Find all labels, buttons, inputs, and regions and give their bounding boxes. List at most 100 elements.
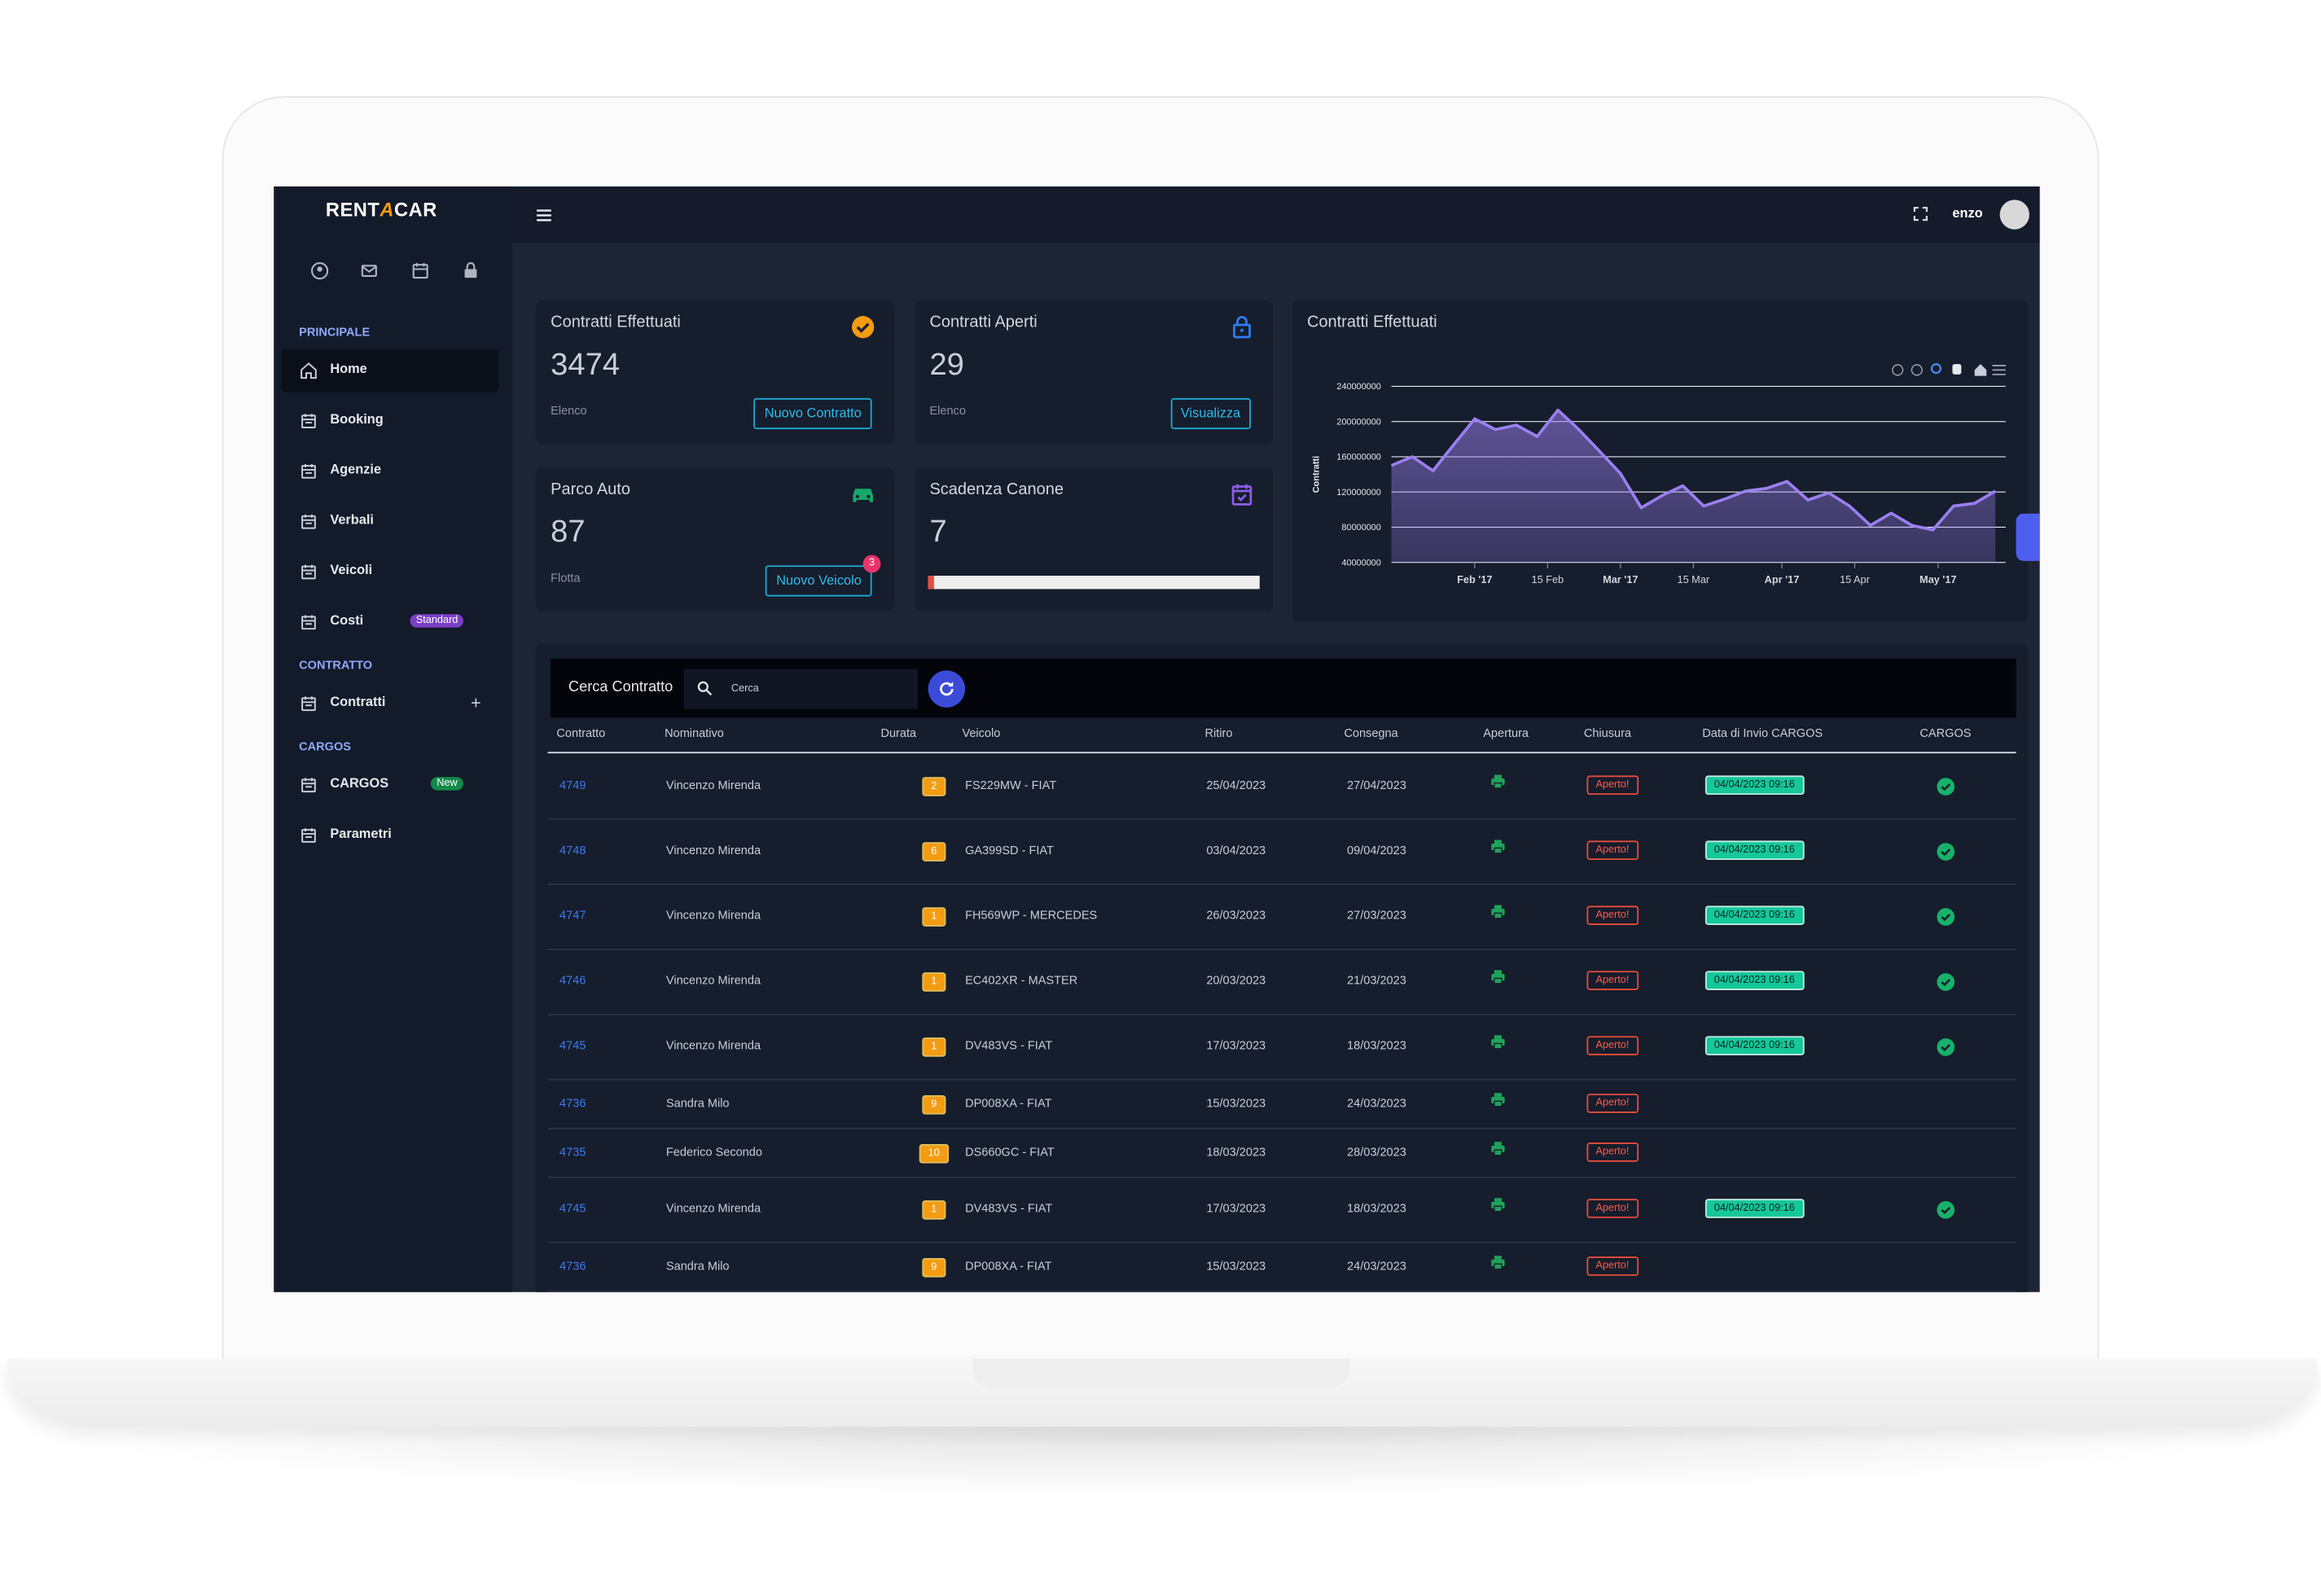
menu-item[interactable]: Costi (330, 612, 364, 628)
x-tick-label: Feb '17 (1457, 573, 1492, 585)
row-divider (547, 818, 2016, 820)
card-icon (1231, 484, 1253, 506)
print-icon[interactable] (1490, 968, 1507, 986)
reset-button[interactable] (1974, 364, 1987, 376)
menu-item[interactable]: Verbali (330, 511, 375, 528)
refresh-button[interactable] (928, 670, 966, 708)
customer-name: Sandra Milo (665, 1095, 730, 1110)
duration-badge: 1 (922, 972, 946, 992)
menu-button[interactable] (1992, 365, 2006, 375)
contract-link[interactable]: 4745 (559, 1201, 586, 1216)
menu-toggle[interactable] (534, 206, 554, 226)
card-button[interactable]: Nuovo Contratto (753, 397, 872, 430)
contract-link[interactable]: 4736 (559, 1258, 586, 1273)
y-tick-label: 160000000 (1336, 453, 1381, 463)
contract-link[interactable]: 4745 (559, 1038, 586, 1053)
zoom-select-button[interactable] (1930, 363, 1941, 375)
stat-card: Scadenza Canone 7 (915, 467, 1274, 612)
pickup-date: 17/03/2023 (1206, 1201, 1266, 1216)
avatar[interactable] (1999, 200, 2029, 230)
card-value: 87 (551, 515, 586, 550)
chart: 40000000 80000000 120000000 160000000 200000… (1311, 363, 2006, 585)
card-icon (1233, 316, 1251, 339)
vehicle: DP008XA - FIAT (965, 1095, 1052, 1110)
table-title: Cerca Contratto (568, 679, 673, 696)
print-icon[interactable] (1490, 1090, 1507, 1108)
cargos-date-badge: 04/04/2023 09:16 (1705, 1199, 1804, 1218)
sidebar: RENT A CAR PRINCIPALE Home Booking Agenzie Verb… (274, 186, 512, 1292)
print-icon[interactable] (1490, 838, 1507, 856)
print-icon[interactable] (1490, 1196, 1507, 1214)
card-button[interactable]: Visualizza (1170, 397, 1251, 430)
card-value: 7 (929, 515, 947, 550)
card-button[interactable]: Nuovo Veicolo (766, 565, 872, 597)
contract-link[interactable]: 4747 (559, 909, 586, 923)
section-title: CARGOS (299, 739, 351, 754)
menu-expand[interactable]: + (470, 692, 481, 714)
row-divider (547, 1176, 2016, 1178)
customer-name: Vincenzo Mirenda (665, 973, 761, 988)
search-placeholder: Cerca (731, 683, 759, 695)
pickup-date: 03/04/2023 (1206, 844, 1266, 857)
chart-card: Contratti Effettuati 40000000 80000000 1200… (1292, 300, 2029, 622)
pan-button[interactable] (1952, 364, 1962, 375)
print-icon[interactable] (1490, 773, 1507, 791)
cargos-date-badge: 04/04/2023 09:16 (1705, 905, 1804, 925)
return-date: 24/03/2023 (1347, 1258, 1406, 1273)
contract-link[interactable]: 4749 (559, 778, 586, 792)
menu-icon (301, 464, 316, 479)
card-value: 29 (929, 348, 964, 382)
x-tick-label: 15 Mar (1678, 573, 1710, 585)
zoom-button[interactable] (1892, 364, 1904, 376)
cargos-date-badge: 04/04/2023 09:16 (1705, 971, 1804, 990)
contract-link[interactable]: 4736 (559, 1095, 586, 1110)
menu-item[interactable]: Veicoli (330, 562, 373, 577)
column-header: Durata (880, 726, 917, 740)
card-title: Contratti Effettuati (551, 314, 681, 332)
area (1391, 410, 1996, 563)
menu-item[interactable]: Parametri (330, 826, 392, 841)
print-icon[interactable] (1490, 1253, 1507, 1271)
menu-item[interactable]: Booking (330, 411, 384, 427)
settings-tab[interactable] (2016, 513, 2040, 561)
card-caption: Flotta (551, 571, 581, 585)
menu-item[interactable]: CARGOS (330, 775, 389, 791)
print-icon[interactable] (1490, 903, 1507, 921)
customer-name: Vincenzo Mirenda (665, 844, 761, 857)
menu-icon (301, 615, 316, 630)
sidebar-shortcut-icon (310, 262, 329, 280)
laptop-notch (972, 1358, 1350, 1388)
card-title: Scadenza Canone (929, 480, 1064, 499)
cargos-date-badge: 04/04/2023 09:16 (1705, 840, 1804, 861)
column-header: CARGOS (1920, 726, 1972, 740)
menu-item[interactable]: Contratti (330, 694, 386, 709)
user-name[interactable]: enzo (1952, 205, 1983, 221)
contract-link[interactable]: 4735 (559, 1144, 586, 1159)
row-divider (547, 949, 2016, 950)
status-badge: Aperto! (1586, 1093, 1639, 1112)
status-badge: Aperto! (1586, 905, 1639, 925)
contract-link[interactable]: 4748 (559, 844, 586, 857)
search-input[interactable]: Cerca (683, 669, 918, 709)
card-icon (853, 489, 873, 502)
print-icon[interactable] (1490, 1033, 1507, 1051)
pickup-date: 17/03/2023 (1206, 1038, 1266, 1053)
zoom-button[interactable] (1911, 364, 1923, 376)
menu-icon (301, 564, 316, 580)
status-badge: Aperto! (1586, 971, 1639, 990)
return-date: 28/03/2023 (1347, 1144, 1406, 1159)
y-tick-label: 40000000 (1341, 558, 1380, 568)
fullscreen-icon[interactable] (1912, 206, 1928, 222)
customer-name: Vincenzo Mirenda (665, 1201, 761, 1216)
print-icon[interactable] (1490, 1139, 1507, 1157)
menu-item[interactable]: Agenzie (330, 462, 382, 477)
search-bar: Cerca Contratto Cerca (551, 658, 2016, 718)
column-header: Data di Invio CARGOS (1702, 726, 1823, 740)
notification-badge: 3 (862, 555, 881, 573)
column-header: Chiusura (1583, 726, 1632, 740)
card-title: Contratti Aperti (929, 314, 1038, 332)
contract-link[interactable]: 4746 (559, 973, 586, 988)
menu-item[interactable]: Home (330, 361, 367, 376)
row-divider (547, 884, 2016, 885)
